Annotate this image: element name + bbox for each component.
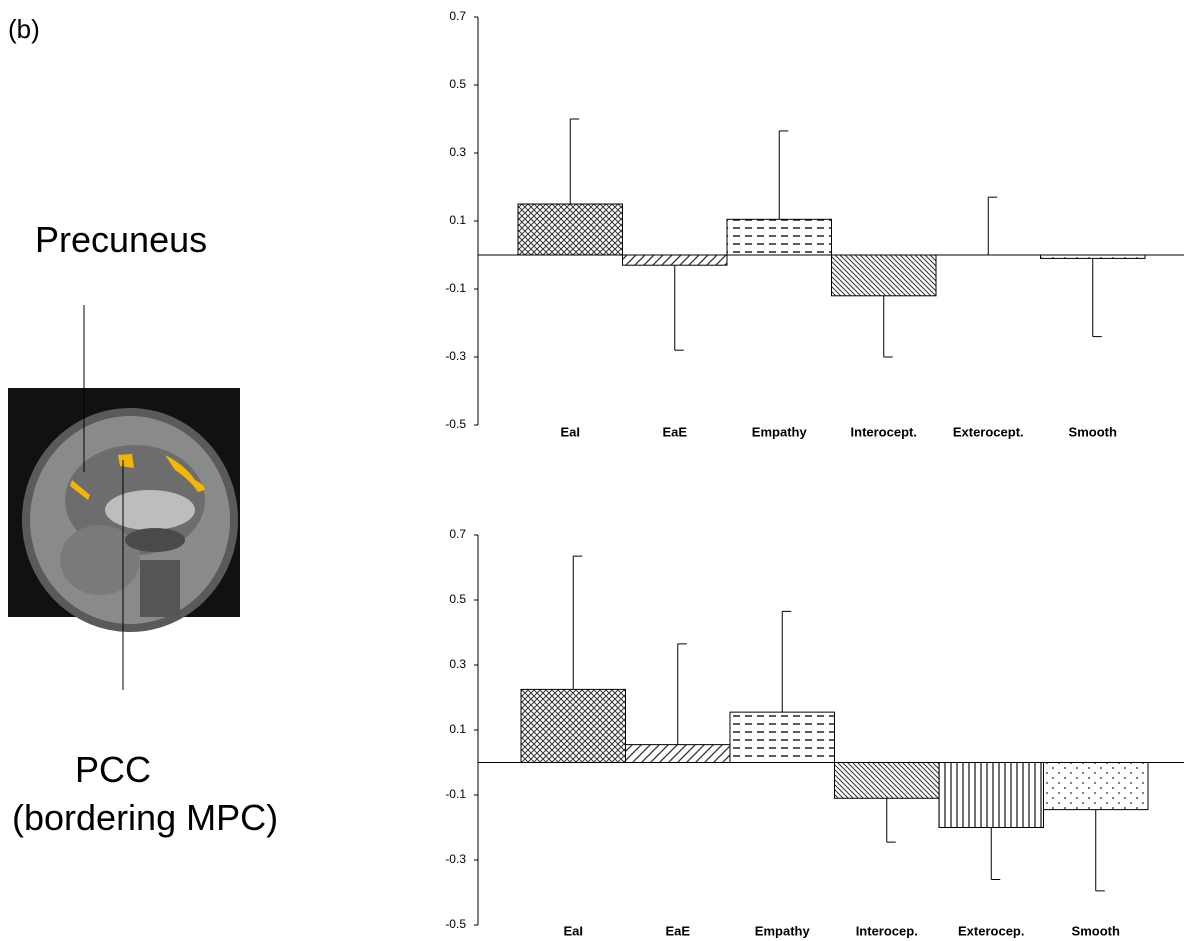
brain-image — [8, 388, 240, 632]
y-tick-label: -0.3 — [445, 852, 466, 866]
y-tick-label: -0.1 — [445, 281, 466, 295]
y-tick-label: 0.1 — [449, 213, 466, 227]
x-tick-label: EaE — [665, 923, 690, 938]
region-label: (bordering MPC) — [12, 797, 278, 838]
bar — [518, 204, 623, 255]
x-tick-label: Empathy — [752, 424, 808, 439]
region-label: Precuneus — [35, 219, 207, 260]
x-tick-label: Interocept. — [851, 424, 917, 439]
x-tick-label: Exterocep. — [958, 923, 1024, 938]
bar — [1041, 255, 1146, 258]
y-tick-label: 0.3 — [449, 145, 466, 159]
bar — [1044, 763, 1149, 810]
bar — [939, 763, 1044, 828]
bar — [832, 255, 937, 296]
bar — [730, 712, 835, 762]
panel-label: (b) — [8, 14, 40, 44]
x-tick-label: Empathy — [755, 923, 811, 938]
y-tick-label: -0.1 — [445, 787, 466, 801]
x-tick-label: EaI — [560, 424, 580, 439]
y-tick-label: -0.3 — [445, 349, 466, 363]
y-tick-label: 0.3 — [449, 657, 466, 671]
y-tick-label: 0.7 — [449, 527, 466, 541]
x-tick-label: Interocep. — [856, 923, 918, 938]
figure: (b) Precuneus PCC (bordering MPC) -0.5 -0… — [0, 0, 1184, 941]
y-tick-label: -0.5 — [445, 417, 466, 431]
x-tick-label: EaE — [662, 424, 687, 439]
bar — [727, 219, 832, 255]
x-tick-label: Exterocept. — [953, 424, 1024, 439]
y-tick-label: 0.5 — [449, 592, 466, 606]
y-tick-label: 0.7 — [449, 9, 466, 23]
bar — [835, 763, 940, 799]
region-label: PCC — [75, 749, 151, 790]
bar — [521, 689, 626, 762]
y-tick-label: -0.5 — [445, 917, 466, 931]
x-tick-label: Smooth — [1072, 923, 1120, 938]
x-tick-label: Smooth — [1069, 424, 1117, 439]
x-tick-label: EaI — [563, 923, 583, 938]
y-tick-label: 0.5 — [449, 77, 466, 91]
bar — [623, 255, 728, 265]
y-tick-label: 0.1 — [449, 722, 466, 736]
bar — [626, 745, 731, 763]
